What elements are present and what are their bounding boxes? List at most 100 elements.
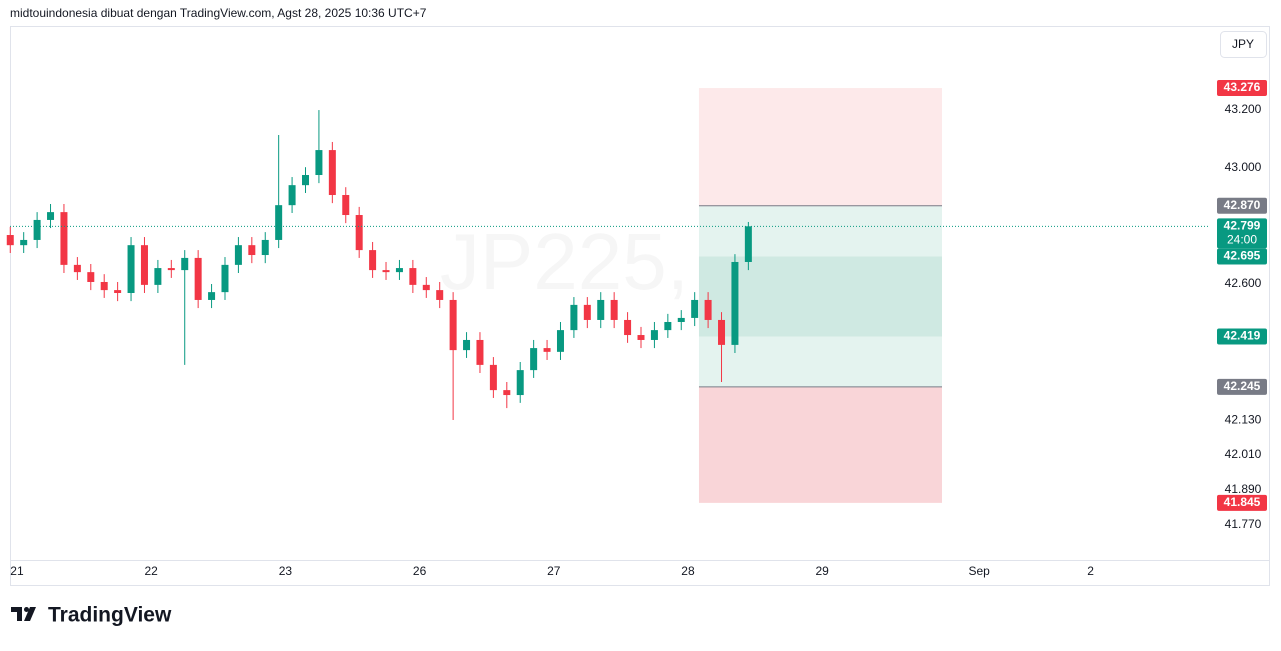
y-tick-label: 43.000	[1225, 160, 1262, 174]
candle-body	[650, 330, 658, 340]
candle-body	[610, 299, 618, 320]
candle-body	[731, 261, 739, 345]
x-tick-label: 26	[413, 564, 427, 578]
last-price-box	[1217, 218, 1267, 249]
candle-body	[140, 245, 148, 285]
candle-body	[744, 226, 752, 262]
candle-body	[315, 150, 323, 176]
candle-body	[20, 239, 28, 246]
x-tick-label: 23	[279, 564, 293, 578]
price-label-box	[1217, 197, 1267, 214]
candle-body	[530, 348, 538, 371]
x-tick-label: 22	[144, 564, 158, 578]
candle-body	[60, 212, 68, 265]
candle-body	[691, 299, 699, 318]
position-zone	[698, 88, 943, 206]
candle-body	[328, 150, 336, 196]
candle-body	[342, 195, 350, 216]
price-label-box	[1217, 328, 1267, 345]
candle-body	[87, 272, 95, 282]
candle-body	[208, 292, 216, 300]
candle-body	[288, 185, 296, 206]
candle-body	[677, 317, 685, 322]
x-tick-label: 27	[547, 564, 561, 578]
currency[interactable]: JPY	[1232, 37, 1254, 51]
header: midtouindonesia dibuat dengan TradingVie…	[10, 6, 427, 20]
candle-body	[114, 290, 122, 293]
position-zone	[698, 336, 943, 387]
candle-body	[154, 268, 162, 285]
candle-body	[570, 304, 578, 331]
y-tick-label: 42.130	[1225, 412, 1262, 426]
x-tick-label: 2	[1087, 564, 1094, 578]
candle-body	[463, 339, 471, 351]
y-tick-label: 41.890	[1225, 482, 1262, 496]
logo-text: TradingView	[48, 604, 172, 627]
candle-body	[167, 268, 175, 271]
price-label: 43.276	[1224, 80, 1261, 94]
price-label: 42.870	[1224, 198, 1261, 212]
x-tick-label: Sep	[968, 564, 990, 578]
candle-body	[476, 339, 484, 365]
candle-body	[624, 319, 632, 336]
candle-body	[181, 257, 189, 271]
x-tick-label: 28	[681, 564, 695, 578]
candle-body	[100, 281, 108, 291]
candle-body	[6, 235, 14, 246]
candle-body	[449, 299, 457, 351]
price-label: 42.419	[1224, 329, 1261, 343]
candle-body	[395, 268, 403, 273]
candle-body	[355, 215, 363, 251]
y-tick-label: 42.600	[1225, 276, 1262, 290]
y-tick-label: 42.010	[1225, 447, 1262, 461]
candle-body	[664, 321, 672, 331]
candle-body	[543, 348, 551, 352]
candle-body	[302, 175, 310, 186]
y-tick-label: 43.200	[1225, 102, 1262, 116]
x-tick-label: 21	[10, 564, 24, 578]
candle-body	[422, 284, 430, 291]
candle-body	[248, 245, 256, 256]
countdown: 24:00	[1227, 232, 1257, 246]
candle-body	[33, 219, 41, 240]
logo-icon	[11, 607, 36, 621]
price-label-box	[1217, 494, 1267, 511]
position-zone	[698, 205, 943, 257]
last-price-label: 42.799	[1224, 218, 1261, 232]
price-label-box	[1217, 80, 1267, 97]
candle-body	[47, 212, 55, 220]
candle-body	[704, 299, 712, 320]
x-tick-label: 29	[815, 564, 829, 578]
price-label: 42.245	[1224, 379, 1261, 393]
candle-body	[127, 245, 135, 293]
candle-body	[369, 250, 377, 271]
candle-body	[409, 268, 417, 285]
candle-body	[718, 319, 726, 345]
candle-body	[234, 245, 242, 265]
candle-body	[516, 370, 524, 396]
candle-body	[221, 264, 229, 293]
currency-button[interactable]	[1220, 31, 1267, 58]
candle-body	[556, 330, 564, 352]
price-label-box	[1217, 378, 1267, 395]
candle-body	[382, 270, 390, 273]
price-label: 42.695	[1224, 249, 1261, 263]
candle-body	[194, 257, 202, 300]
candle-body	[637, 335, 645, 340]
candle-body	[597, 299, 605, 320]
y-tick-label: 41.770	[1225, 517, 1262, 531]
candle-body	[261, 239, 269, 256]
candle-body	[275, 205, 283, 240]
candle-body	[73, 264, 81, 273]
position-zone	[698, 256, 943, 337]
candle-body	[503, 390, 511, 396]
candle-body	[583, 304, 591, 320]
candle-body	[489, 364, 497, 391]
price-label-box	[1217, 248, 1267, 265]
position-zone	[698, 386, 943, 503]
frame	[10, 26, 1270, 586]
price-label: 41.845	[1224, 495, 1261, 509]
plot: JP225, 30	[6, 88, 1210, 503]
candle-body	[436, 290, 444, 300]
